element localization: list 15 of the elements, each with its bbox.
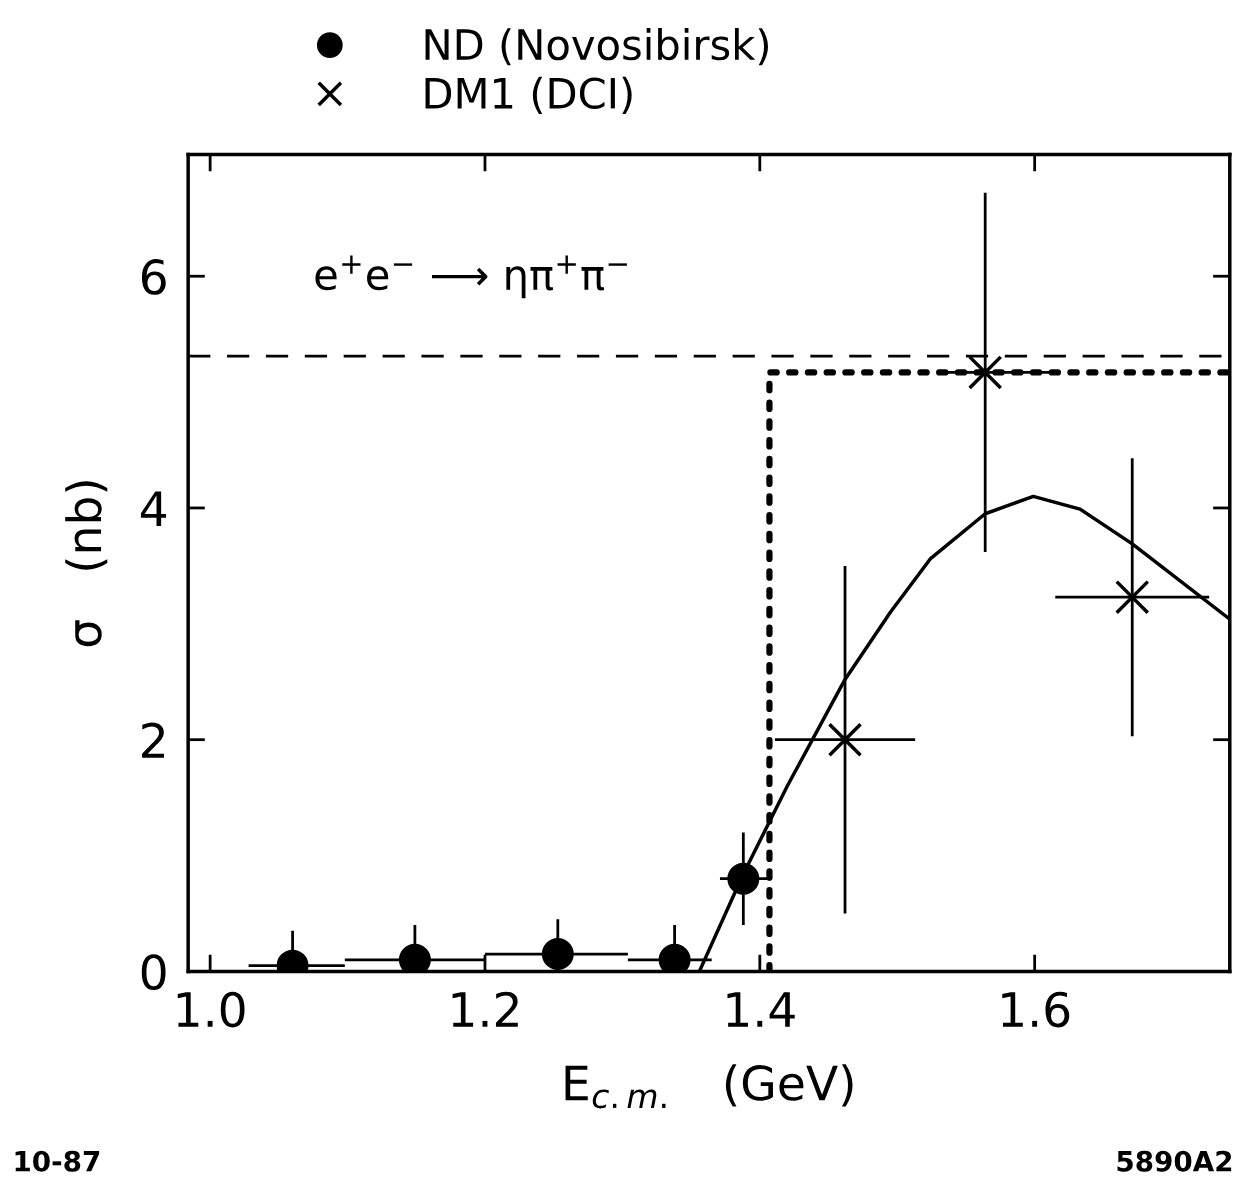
text: 10-87 <box>15 1150 100 1172</box>
y-tick-label: 0 <box>141 954 166 991</box>
y-tick-label: 4 <box>140 491 167 526</box>
x-tick-label: 1.6 <box>1002 991 1070 1028</box>
y-tick-label: 6 <box>141 259 166 295</box>
x-tick-label: 1.2 <box>452 991 518 1027</box>
y-tick-label: 2 <box>142 722 164 758</box>
text: E$_{c.m.}$ (GeV) <box>565 1064 853 1109</box>
text: 5890A2 <box>1117 1150 1232 1172</box>
x-tick-label: 1.4 <box>727 992 795 1027</box>
legend-label: DM1 (DCI) <box>425 76 632 114</box>
x-tick-label: 1.0 <box>177 991 245 1028</box>
y-axis-title: σ (nb) <box>65 481 108 647</box>
legend-label: ND (Novosibirsk) <box>425 28 768 66</box>
annotation: e$^{+}$e$^{−}$ ⟶ ηπ$^{+}$π$^{−}$ <box>315 255 627 299</box>
